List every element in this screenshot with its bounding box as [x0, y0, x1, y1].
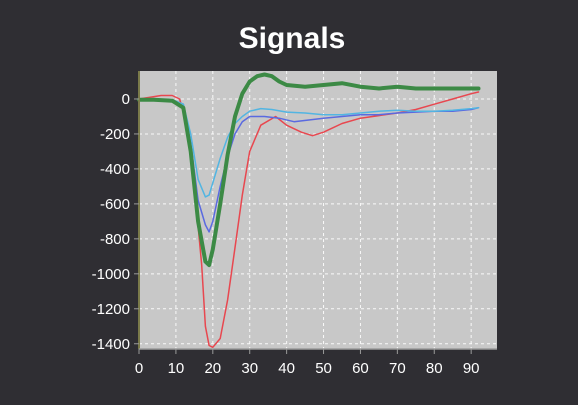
- x-tick-label: 80: [426, 360, 443, 377]
- y-tick-label: -800: [100, 231, 130, 248]
- plot-area: [139, 71, 497, 349]
- y-tick-label: 0: [122, 91, 130, 108]
- x-tick-label: 70: [389, 360, 406, 377]
- series-layer: [137, 72, 481, 349]
- x-tick-label: 40: [278, 360, 295, 377]
- y-tick-label: -400: [100, 161, 130, 178]
- x-tick-label: 30: [241, 360, 258, 377]
- axes-layer: [134, 71, 497, 354]
- y-tick-label: -1200: [92, 301, 130, 318]
- y-tick-label: -600: [100, 196, 130, 213]
- x-tick-label: 90: [463, 360, 480, 377]
- x-tick-label: 50: [315, 360, 332, 377]
- x-tick-label: 20: [204, 360, 221, 377]
- x-tick-label: 0: [135, 360, 143, 377]
- y-tick-label: -200: [100, 126, 130, 143]
- y-tick-label: -1400: [92, 336, 130, 353]
- series-line-3: [138, 98, 480, 198]
- grid-layer: [139, 71, 497, 349]
- chart-title: Signals: [239, 22, 346, 55]
- x-tick-label: 60: [352, 360, 369, 377]
- x-tick-label: 10: [168, 360, 185, 377]
- series-line-4: [137, 72, 481, 268]
- y-tick-label: -1000: [92, 266, 130, 283]
- tick-label-layer: 0 10 20 30 40 50 60 70 80 90 0 -200 -400 -600 -800 -100…: [92, 91, 480, 377]
